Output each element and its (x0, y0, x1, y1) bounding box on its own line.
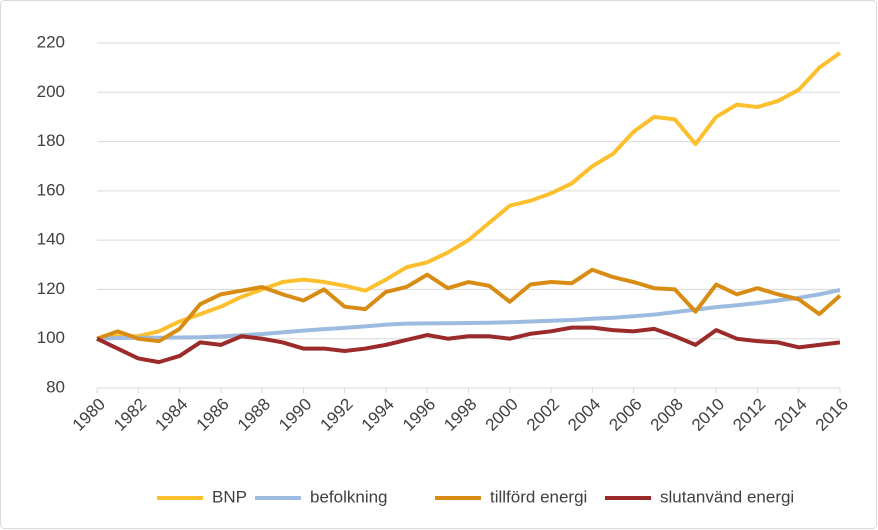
legend-label: slutanvänd energi (660, 487, 794, 506)
series-line (96, 267, 842, 344)
series-line (96, 287, 841, 341)
y-tick-label: 100 (37, 328, 65, 347)
legend-label: befolkning (310, 487, 388, 506)
series-line (96, 51, 842, 341)
series-line (96, 325, 841, 365)
y-tick-label: 160 (37, 180, 65, 199)
y-tick-label: 120 (37, 279, 65, 298)
y-tick-label: 80 (46, 377, 65, 396)
y-tick-label: 220 (37, 32, 65, 51)
legend-label: BNP (212, 487, 247, 506)
y-tick-label: 180 (37, 131, 65, 150)
y-tick-label: 140 (37, 230, 65, 249)
y-tick-label: 200 (37, 82, 65, 101)
legend-label: tillförd energi (490, 487, 587, 506)
